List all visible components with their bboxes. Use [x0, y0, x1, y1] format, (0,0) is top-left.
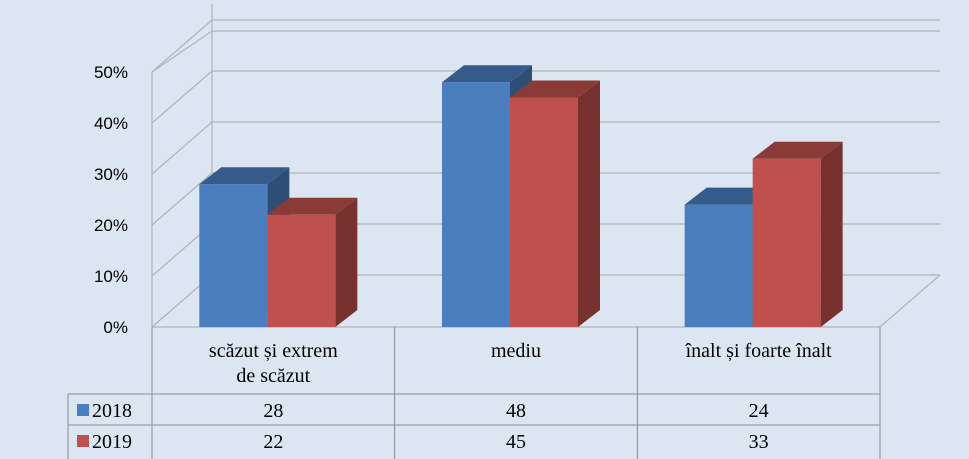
floor-right-edge	[879, 274, 941, 328]
y-tick-label: 0%	[103, 318, 128, 337]
legend-label: 2018	[92, 400, 132, 422]
bar-top	[267, 197, 358, 215]
bar-2019-1	[267, 197, 358, 327]
y-tick-label: 20%	[94, 216, 128, 235]
bar-top	[199, 167, 290, 185]
y-tick-label: 50%	[94, 63, 128, 82]
x-category-label: înalt și foarte înalt	[685, 340, 833, 362]
bar-front	[510, 97, 578, 327]
bar-front	[684, 204, 753, 327]
bar-front	[442, 82, 510, 327]
y-tick-label: 40%	[94, 114, 128, 133]
table-value-cell: 45	[506, 431, 526, 453]
gridline-side	[151, 70, 213, 124]
legend-label: 2019	[92, 431, 132, 453]
table-value-cell: 33	[749, 431, 769, 453]
bar-front	[199, 184, 268, 327]
gridline-side	[151, 121, 213, 175]
bar-top	[442, 65, 532, 83]
bar-front	[267, 214, 336, 327]
bar-front	[752, 158, 821, 327]
y-tick-label: 30%	[94, 165, 128, 184]
bar-2019-3	[752, 141, 843, 327]
table-value-cell: 48	[506, 400, 526, 422]
legend-swatch-2019	[77, 435, 89, 447]
table-value-cell: 22	[263, 431, 283, 453]
x-category-label: de scăzut	[236, 365, 310, 387]
legend-swatch-2018	[77, 404, 89, 416]
y-tick-label: 10%	[94, 267, 128, 286]
gridline-side	[151, 19, 213, 73]
table-value-cell: 28	[263, 400, 283, 422]
table-value-cell: 24	[749, 400, 769, 422]
bar-2019-2	[510, 80, 600, 327]
bar-top	[684, 187, 775, 205]
bar-top	[510, 80, 600, 98]
bar-top	[752, 141, 843, 159]
x-category-label: mediu	[491, 340, 541, 362]
x-category-label: scăzut și extrem	[209, 340, 338, 362]
gridline-side	[151, 172, 213, 226]
bar-side	[335, 197, 358, 327]
bar-side	[820, 141, 843, 327]
bar-side	[578, 80, 600, 327]
gridline-side	[151, 30, 213, 73]
